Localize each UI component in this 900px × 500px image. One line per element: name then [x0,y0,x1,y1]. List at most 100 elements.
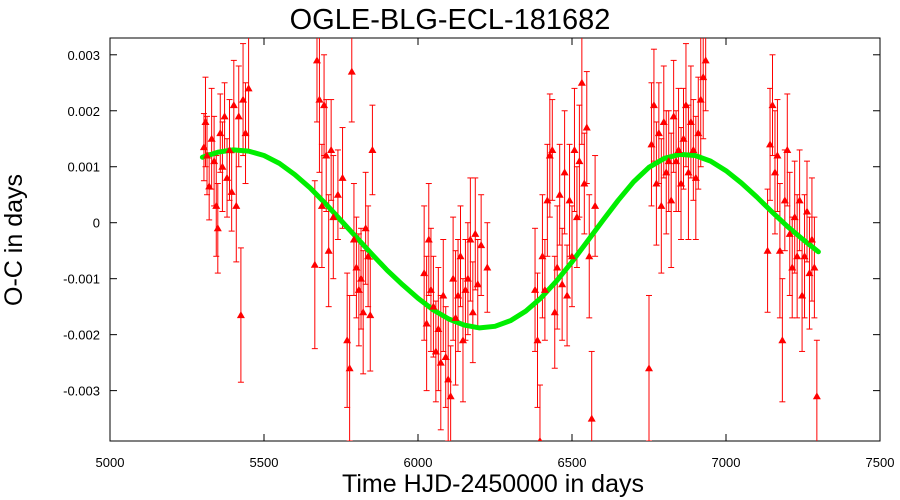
data-point [662,168,671,176]
y-tick-label: 0.002 [67,104,100,119]
data-point [359,308,368,316]
data-point [343,336,352,344]
data-point [368,145,377,153]
data-point [645,364,653,372]
data-point [699,73,708,81]
data-point [227,187,236,195]
data-point [531,285,540,293]
data-point [320,101,329,109]
data-point [352,263,361,271]
x-tick-label: 7000 [712,455,741,470]
data-point [471,229,480,237]
data-point [354,285,363,293]
data-point [587,414,596,422]
data-point [451,313,460,321]
data-point [203,151,212,159]
data-point [773,151,782,159]
data-point [463,274,472,282]
y-axis-label: O-C in days [0,174,28,306]
data-point [236,311,245,319]
data-point [361,224,370,232]
data-point [357,274,366,282]
data-point [338,173,347,181]
data-point [565,196,574,204]
data-point [664,157,673,165]
data-point [426,285,435,293]
data-point [543,196,552,204]
data-point [558,280,567,288]
data-point [548,145,557,153]
data-point [647,140,656,148]
x-tick-label: 5500 [250,455,279,470]
data-point [483,263,492,271]
data-point [659,117,668,125]
data-point [229,101,238,109]
y-tick-label: 0 [93,216,100,231]
data-point [422,319,431,327]
data-point [701,56,710,64]
data-point [207,134,216,142]
data-point [327,145,336,153]
data-point [563,291,572,299]
data-point [667,196,676,204]
plot-frame [109,37,881,442]
data-point [345,364,354,372]
data-point [537,437,543,441]
data-point [468,308,477,316]
data-point [770,168,779,176]
data-point [582,123,591,131]
data-point [216,129,225,137]
data-point [545,151,554,159]
data-point [473,280,482,288]
data-point [347,67,356,75]
chart-title: OGLE-BLG-ECL-181682 [290,4,611,36]
data-point [439,291,448,299]
data-point [798,291,807,299]
data-point [454,291,463,299]
data-point [456,252,465,260]
data-point [322,151,331,159]
data-point [652,179,661,187]
data-point [555,190,564,198]
data-point [420,269,429,277]
data-point [807,235,816,243]
data-point [333,190,342,198]
data-point [441,353,450,361]
data-point [317,201,326,209]
data-point [677,179,686,187]
data-point [553,263,562,271]
data-point [803,207,812,215]
data-point [239,95,248,103]
y-tick-label: 0.003 [67,48,100,63]
data-point [568,252,576,260]
data-point [686,117,695,125]
data-point [657,201,666,209]
data-point [649,101,658,109]
data-point [795,196,804,204]
data-point [232,201,241,209]
data-point [212,201,221,209]
data-point [684,168,693,176]
data-point [793,252,802,260]
data-point [477,241,486,249]
data-point [694,129,703,137]
data-point [783,145,792,153]
data-point [768,101,777,109]
x-tick-label: 6500 [558,455,587,470]
data-point [790,213,799,221]
data-point [218,162,227,170]
data-point [210,157,219,165]
data-point [213,224,222,232]
data-point [540,285,549,293]
data-point [788,263,797,271]
data-point [364,252,373,260]
data-point [654,129,663,137]
data-point [785,229,794,237]
x-tick-label: 7500 [866,455,895,470]
data-point [550,308,559,316]
x-tick-label: 6000 [404,455,433,470]
data-point [458,336,467,344]
data-point [580,179,589,187]
data-point [329,213,338,221]
data-point [570,145,579,153]
